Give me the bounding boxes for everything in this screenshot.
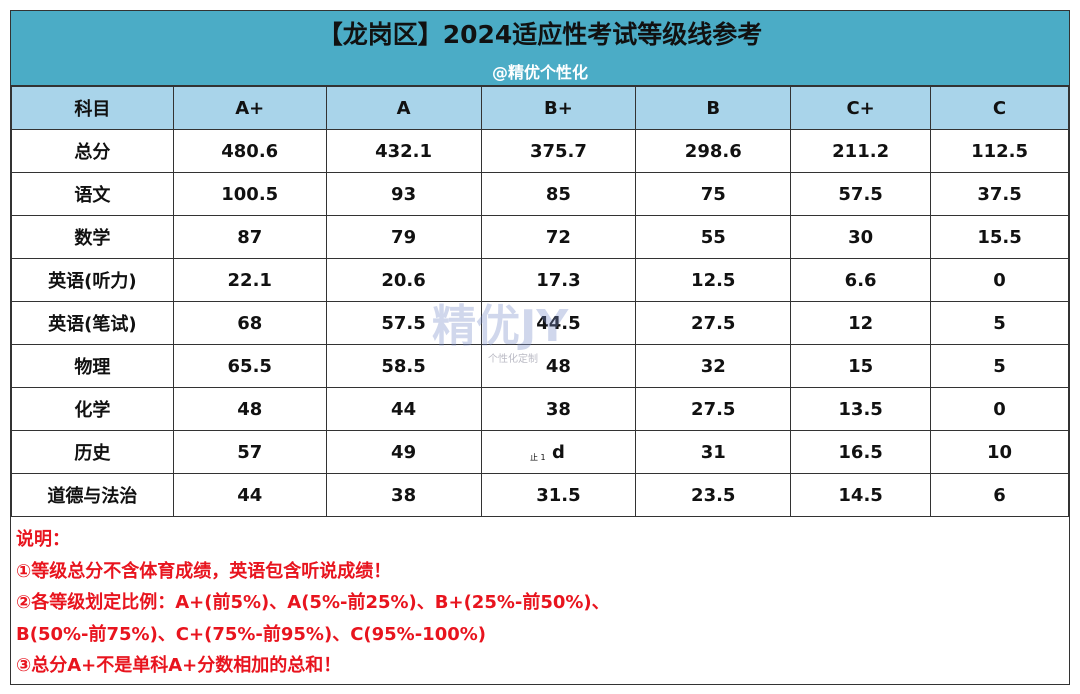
score-cell: 27.5 <box>635 301 792 345</box>
table-row: 语文 100.5 93 85 75 57.5 37.5 <box>11 172 1069 216</box>
header-cell: A+ <box>172 86 327 130</box>
table-row: 历史 57 49 d 31 16.5 10 <box>11 430 1069 474</box>
score-cell: 375.7 <box>480 129 637 173</box>
subject-cell: 总分 <box>11 129 174 173</box>
title: 【龙岗区】2024适应性考试等级线参考 <box>317 20 763 49</box>
score-cell: 57.5 <box>790 172 932 216</box>
score-cell: 0 <box>930 258 1069 302</box>
score-cell: 13.5 <box>790 387 932 431</box>
score-cell: 27.5 <box>635 387 792 431</box>
note-line: ②各等级划定比例：A+(前5%)、A(5%-前25%)、B+(25%-前50%)… <box>16 592 610 613</box>
score-cell: 57 <box>172 430 327 474</box>
score-cell: 480.6 <box>172 129 327 173</box>
table-row: 道德与法治 44 38 31.5 23.5 14.5 6 <box>11 473 1069 517</box>
score-cell: 10 <box>930 430 1069 474</box>
score-cell: 6 <box>930 473 1069 517</box>
score-cell: 44.5 <box>480 301 637 345</box>
score-cell: 22.1 <box>172 258 327 302</box>
note-line: ③总分A+不是单科A+分数相加的总和！ <box>16 655 342 676</box>
score-cell: 48 <box>480 344 637 388</box>
subject-cell: 道德与法治 <box>11 473 174 517</box>
score-cell: 85 <box>480 172 637 216</box>
score-cell: 211.2 <box>790 129 932 173</box>
score-cell: 30 <box>790 215 932 259</box>
score-cell: 38 <box>480 387 637 431</box>
score-cell: 5 <box>930 344 1069 388</box>
score-cell: 6.6 <box>790 258 932 302</box>
note-line: 说明： <box>16 529 70 550</box>
score-cell: 55 <box>635 215 792 259</box>
header-cell: A <box>325 86 482 130</box>
header-cell: C <box>930 86 1069 130</box>
header-cell: C+ <box>790 86 932 130</box>
score-cell: 31 <box>635 430 792 474</box>
subject-cell: 英语(听力) <box>11 258 174 302</box>
subject-cell: 语文 <box>11 172 174 216</box>
header-cell: B <box>635 86 792 130</box>
score-cell: d <box>480 430 637 474</box>
table-row: 化学 48 44 38 27.5 13.5 0 <box>11 387 1069 431</box>
score-cell: 93 <box>325 172 482 216</box>
score-cell: 15 <box>790 344 932 388</box>
score-cell: 58.5 <box>325 344 482 388</box>
subject-cell: 数学 <box>11 215 174 259</box>
subtitle: @精优个性化 <box>491 63 588 82</box>
score-cell: 16.5 <box>790 430 932 474</box>
score-cell: 32 <box>635 344 792 388</box>
score-cell: 49 <box>325 430 482 474</box>
score-cell: 0 <box>930 387 1069 431</box>
stray-mark: 止 1 <box>530 453 546 462</box>
score-cell: 68 <box>172 301 327 345</box>
sheet: 【龙岗区】2024适应性考试等级线参考 @精优个性化 科目 A+ A B+ B C+ C 总分… <box>10 10 1070 685</box>
note-line: ①等级总分不含体育成绩，英语包含听说成绩！ <box>16 560 392 582</box>
table-row: 总分 480.6 432.1 375.7 298.6 211.2 112.5 <box>11 129 1069 173</box>
title-band: 【龙岗区】2024适应性考试等级线参考 @精优个性化 <box>11 11 1069 86</box>
table-row: 物理 65.5 58.5 48 32 15 5 <box>11 344 1069 388</box>
score-cell: 31.5 <box>480 473 637 517</box>
score-cell: 48 <box>172 387 327 431</box>
header-row: 科目 A+ A B+ B C+ C <box>11 86 1069 130</box>
score-cell: 112.5 <box>930 129 1069 173</box>
score-cell: 79 <box>325 215 482 259</box>
score-cell: 38 <box>325 473 482 517</box>
grade-table: 科目 A+ A B+ B C+ C 总分 480.6 432.1 375.7 298.6 211.2 11… <box>11 86 1069 517</box>
table-row: 数学 87 79 72 55 30 15.5 <box>11 215 1069 259</box>
score-cell: 298.6 <box>635 129 792 173</box>
score-cell: 75 <box>635 172 792 216</box>
subject-cell: 物理 <box>11 344 174 388</box>
header-cell: 科目 <box>11 86 174 130</box>
table-row: 英语(听力) 22.1 20.6 17.3 12.5 6.6 0 <box>11 258 1069 302</box>
watermark-tagline: 个性化定制 <box>488 354 538 365</box>
score-cell: 65.5 <box>172 344 327 388</box>
score-cell: 20.6 <box>325 258 482 302</box>
score-cell: 44 <box>325 387 482 431</box>
notes: 说明： ①等级总分不含体育成绩，英语包含听说成绩！ ②各等级划定比例：A+(前5%)… <box>16 524 610 682</box>
subject-cell: 英语(笔试) <box>11 301 174 345</box>
score-cell: 44 <box>172 473 327 517</box>
score-cell: 100.5 <box>172 172 327 216</box>
score-cell: 23.5 <box>635 473 792 517</box>
subject-cell: 历史 <box>11 430 174 474</box>
score-cell: 37.5 <box>930 172 1069 216</box>
score-cell: 72 <box>480 215 637 259</box>
note-line: B(50%-前75%)、C+(75%-前95%)、C(95%-100%) <box>16 623 487 645</box>
score-cell: 432.1 <box>325 129 482 173</box>
score-cell: 14.5 <box>790 473 932 517</box>
score-cell: 87 <box>172 215 327 259</box>
watermark-logo: 精优JY <box>432 301 569 352</box>
score-cell: 12 <box>790 301 932 345</box>
score-cell: 12.5 <box>635 258 792 302</box>
header-cell: B+ <box>480 86 637 130</box>
score-cell: 5 <box>930 301 1069 345</box>
score-cell: 15.5 <box>930 215 1069 259</box>
subject-cell: 化学 <box>11 387 174 431</box>
